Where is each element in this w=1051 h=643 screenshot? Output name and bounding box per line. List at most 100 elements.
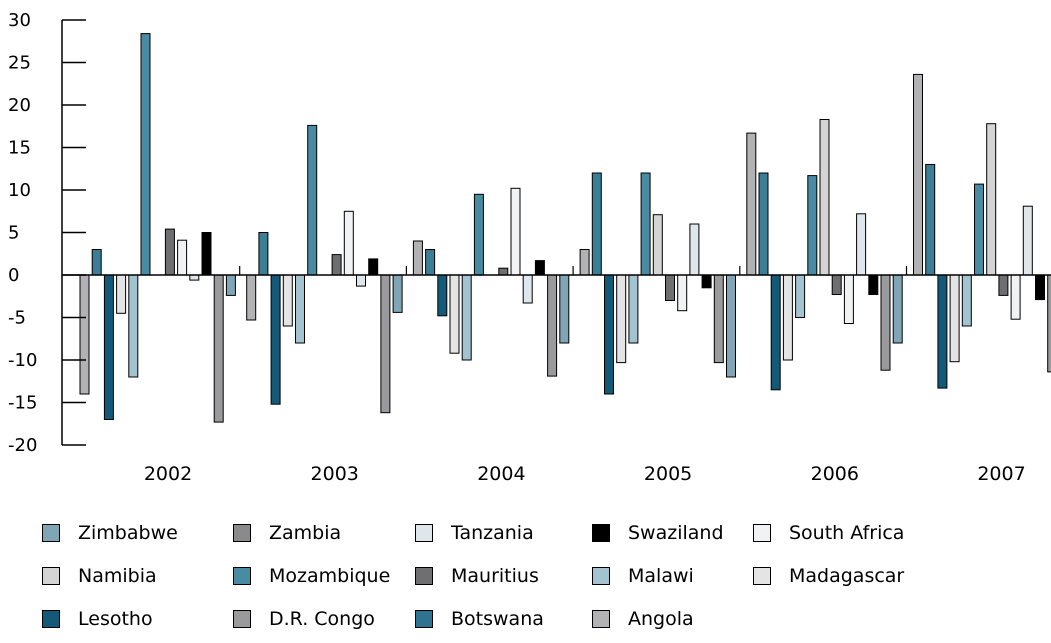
legend-label: Zambia: [269, 522, 341, 544]
legend-label: Tanzania: [451, 522, 534, 544]
bar-botswana-2003: [259, 233, 268, 276]
bar-tanzania-2006: [857, 214, 866, 275]
legend-label: Swaziland: [628, 522, 724, 544]
bar-madagascar-2005: [617, 275, 626, 363]
bar-d-r-congo-2005: [714, 275, 723, 363]
bar-south-africa-2006: [844, 275, 853, 324]
bar-angola-2004: [413, 241, 422, 275]
bar-malawi-2005: [629, 275, 638, 343]
bar-south-africa-2002: [178, 240, 187, 275]
bar-malawi-2007: [962, 275, 971, 326]
bar-lesotho-2007: [938, 275, 947, 388]
y-tick-label: -10: [8, 350, 37, 371]
legend-swatch: [415, 610, 433, 628]
bar-south-africa-2003: [344, 211, 353, 275]
y-tick-label: 10: [8, 180, 31, 201]
bars-layer: [80, 34, 1051, 423]
legend-label: South Africa: [789, 522, 904, 544]
bar-zimbabwe-2005: [727, 275, 736, 377]
bar-tanzania-2005: [690, 224, 699, 275]
legend-swatch: [592, 610, 610, 628]
bar-mozambique-2007: [975, 184, 984, 275]
bar-south-africa-2007: [1011, 275, 1020, 319]
legend-label: Namibia: [78, 565, 157, 587]
bar-lesotho-2005: [605, 275, 614, 394]
x-tick-label: 2004: [477, 463, 525, 485]
bar-swaziland-2004: [535, 261, 544, 275]
bar-swaziland-2006: [869, 275, 878, 295]
bar-zimbabwe-2002: [226, 275, 235, 295]
bar-angola-2005: [580, 250, 589, 276]
bar-botswana-2007: [926, 165, 935, 276]
y-tick-label: -5: [8, 308, 26, 329]
legend-label: Botswana: [451, 608, 544, 630]
bar-tanzania-2002: [190, 275, 199, 280]
bar-namibia-2005: [653, 215, 662, 275]
legend-swatch: [415, 524, 433, 542]
bar-d-r-congo-2006: [881, 275, 890, 370]
legend-label: Mozambique: [269, 565, 390, 587]
bar-madagascar-2004: [450, 275, 459, 353]
y-tick-label: -15: [8, 393, 37, 414]
bar-madagascar-2006: [783, 275, 792, 360]
bar-lesotho-2002: [104, 275, 113, 420]
bar-swaziland-2005: [702, 275, 711, 288]
bar-south-africa-2005: [678, 275, 687, 311]
bar-malawi-2002: [129, 275, 138, 377]
x-tick-label: 2007: [977, 463, 1025, 485]
legend-item-zambia: Zambia: [233, 521, 341, 545]
legend-swatch: [233, 567, 251, 585]
bar-mauritius-2007: [999, 275, 1008, 295]
bar-mauritius-2005: [666, 275, 675, 301]
x-tick-label: 2006: [811, 463, 859, 485]
y-tick-label: 25: [8, 53, 31, 74]
y-tick-label: 0: [8, 265, 19, 286]
legend-swatch: [42, 610, 60, 628]
bar-d-r-congo-2004: [548, 275, 557, 376]
legend-swatch: [753, 524, 771, 542]
bar-malawi-2003: [296, 275, 305, 343]
legend-label: Madagascar: [789, 565, 904, 587]
bar-angola-2007: [914, 74, 923, 275]
legend-item-lesotho: Lesotho: [42, 607, 153, 631]
bar-mauritius-2004: [499, 268, 508, 275]
legend-swatch: [753, 567, 771, 585]
bar-lesotho-2003: [271, 275, 280, 404]
legend-swatch: [233, 610, 251, 628]
bar-tanzania-2007: [1023, 206, 1032, 275]
y-tick-label: 15: [8, 138, 31, 159]
legend-item-d-r-congo: D.R. Congo: [233, 607, 375, 631]
legend-swatch: [592, 567, 610, 585]
bar-zimbabwe-2004: [560, 275, 569, 343]
bar-swaziland-2003: [369, 259, 378, 275]
legend-swatch: [233, 524, 251, 542]
bar-tanzania-2003: [357, 275, 366, 286]
legend-label: Angola: [628, 608, 694, 630]
bar-botswana-2006: [759, 173, 768, 275]
bar-angola-2002: [80, 275, 89, 394]
bar-angola-2006: [747, 133, 756, 275]
legend-swatch: [592, 524, 610, 542]
bar-zimbabwe-2003: [393, 275, 402, 312]
legend-item-tanzania: Tanzania: [415, 521, 534, 545]
x-tick-label: 2005: [644, 463, 692, 485]
legend-label: Lesotho: [78, 608, 153, 630]
bar-mauritius-2002: [165, 229, 174, 275]
bar-malawi-2004: [462, 275, 471, 360]
bar-madagascar-2007: [950, 275, 959, 362]
bar-namibia-2007: [987, 124, 996, 275]
y-tick-label: -20: [8, 435, 37, 456]
bar-chart: 30 25 20 15 10 5 0 -5 -10 -15 -20 2002 2003 2004 2005 2…: [0, 0, 1051, 510]
bar-south-africa-2004: [511, 188, 520, 275]
legend-item-angola: Angola: [592, 607, 694, 631]
bar-d-r-congo-2003: [381, 275, 390, 413]
bar-d-r-congo-2002: [214, 275, 223, 422]
bar-angola-2003: [247, 275, 256, 320]
axes-layer: 302520151050-5-10-15-202002 2003 2004 2005 2…: [8, 10, 1051, 485]
x-tick-label: 2003: [311, 463, 359, 485]
legend-item-madagascar: Madagascar: [753, 564, 904, 588]
legend-item-mauritius: Mauritius: [415, 564, 539, 588]
bar-mauritius-2003: [332, 255, 341, 275]
legend-label: Mauritius: [451, 565, 539, 587]
bar-mozambique-2006: [808, 176, 817, 275]
